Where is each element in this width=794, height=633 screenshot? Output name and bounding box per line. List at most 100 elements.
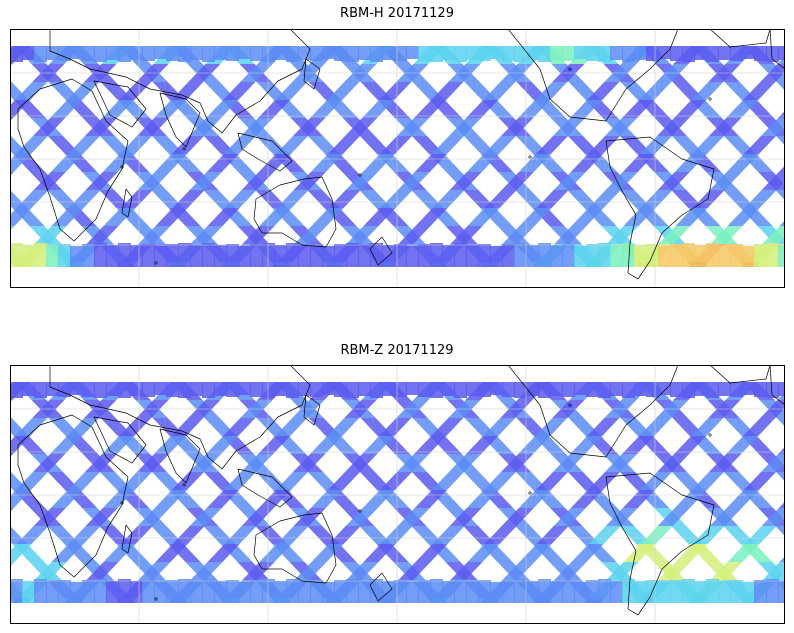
swath-segment [744,526,777,544]
swath-segment [202,243,215,267]
swath-segment [189,118,222,136]
swath-segment [382,382,395,396]
swath-segment [10,46,23,62]
swath-segment [358,581,371,603]
swath-segment [50,100,83,118]
swath-segment [294,562,327,580]
swath-segment [658,226,691,244]
swath-segment [154,100,187,118]
swath-segment [85,118,118,136]
swath-segment [10,562,15,567]
swath-segment [202,579,215,603]
swath-segment [432,526,465,544]
swath-layer-rbm-z [10,382,785,603]
swath-segment [370,46,383,62]
swath-segment [761,118,785,136]
swath-segment [308,136,341,154]
swath-segment [553,172,586,190]
swath-segment [776,82,785,91]
swath-segment [178,243,191,267]
swath-segment [226,382,239,397]
swath-segment [310,436,343,454]
swath-segment [550,245,563,267]
swath-segment [778,165,785,172]
swath-segment [103,544,136,562]
swath-segment [726,490,759,508]
coastline-island [708,97,712,101]
swath-segment [623,544,656,562]
swath-segment [610,581,623,603]
swath-segment [730,46,743,61]
swath-segment [670,46,683,61]
swath-segment [622,243,635,267]
swath-segment [605,508,638,526]
swath-segment [33,454,66,472]
swath-segment [562,244,575,267]
swath-segment [658,582,671,603]
coastline-newzealand [369,236,393,266]
swath-segment [454,382,467,398]
swath-segment [674,436,707,454]
swath-segment [190,382,203,396]
swath-segment [516,136,549,154]
swath-segment [674,100,707,118]
swath-segment [119,418,152,436]
coastline-india [159,428,201,484]
swath-segment [535,136,568,154]
swath-segment [10,490,31,508]
swath-segment [674,154,707,172]
swath-segment [328,526,361,544]
swath-segment [82,244,95,267]
swath-segment [250,46,263,61]
swath-segment [431,82,464,100]
swath-segment [22,382,35,396]
swath-segment [761,508,785,526]
swath-segment [50,154,83,172]
swath-segment [634,46,647,60]
swath-segment [490,582,503,603]
swath-segment [293,508,326,526]
swath-segment [274,245,287,267]
swath-segment [670,382,683,397]
swath-segment [449,508,482,526]
coastlines-rbm-z [17,365,785,616]
swath-segment [322,382,335,395]
swath-segment [709,118,742,136]
swath-segment [172,190,205,208]
swath-segment [538,46,551,62]
swath-segment [48,472,81,490]
swath-segment [190,46,203,60]
swath-segment [622,100,655,118]
swath-segment [450,562,483,580]
swath-segment [262,46,275,62]
swath-segment [726,100,759,118]
swath-segment [142,46,155,61]
swath-segment [620,136,653,154]
swath-segment [58,382,71,397]
swath-segment [286,579,299,603]
swath-segment [276,526,309,544]
swath-segment [310,490,343,508]
swath-segment [85,508,118,526]
swath-segment [682,382,695,398]
swath-segment [691,136,724,154]
swath-segment [743,418,776,436]
swath-segment [258,100,291,118]
swath-segment [432,190,465,208]
swath-segment [567,190,600,208]
swath-segment [171,472,204,490]
swath-segment [766,46,779,62]
swath-segment [718,46,731,60]
swath-segment [120,526,153,544]
swath-segment [286,382,299,398]
swath-segment [418,382,431,397]
swath-segment [671,526,704,544]
swath-segment [553,508,586,526]
swath-segment [640,526,673,544]
swath-segment [483,82,516,100]
swath-segment [694,46,707,60]
swath-segment [550,382,563,396]
coastline-island [182,147,186,151]
swath-segment [519,544,552,562]
swath-segment [463,190,496,208]
